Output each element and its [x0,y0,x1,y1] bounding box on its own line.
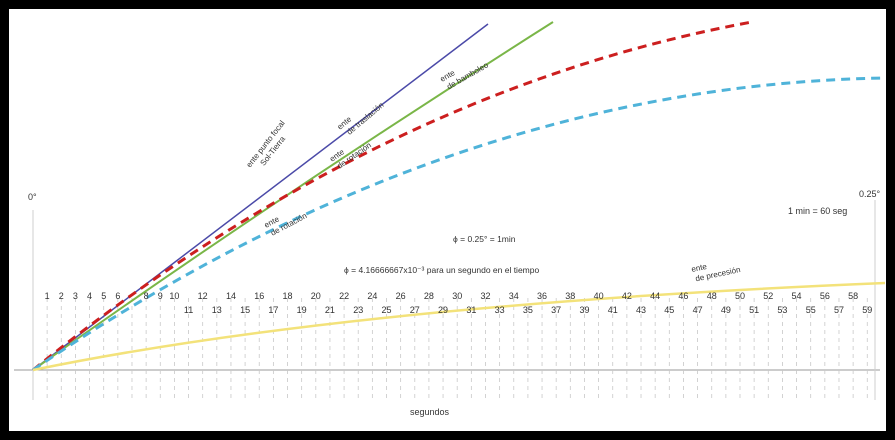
tick-label-39: 39 [579,305,589,315]
tick-label-52: 52 [763,291,773,301]
conversion-label: 1 min = 60 seg [788,206,847,216]
tick-label-53: 53 [777,305,787,315]
tick-label-43: 43 [636,305,646,315]
curve-ente-rotacion-blue [32,76,886,372]
angle-label-left: 0° [28,192,37,202]
tick-label-32: 32 [480,291,490,301]
tick-label-56: 56 [820,291,830,301]
phi-minute-formula: ϕ = 0.25° = 1min [453,234,516,244]
tick-label-35: 35 [523,305,533,315]
tick-labels-bottom: 11 13 15 17 19 21 23 25 27 29 31 33 35 37 39 41 43 45 47 49… [184,305,872,315]
tick-label-23: 23 [353,305,363,315]
tick-label-28: 28 [424,291,434,301]
tick-label-1: 1 [45,291,50,301]
tick-label-26: 26 [396,291,406,301]
tick-label-47: 47 [693,305,703,315]
label-ente-bamboleo: ente de bamboleo [439,60,491,91]
tick-label-51: 51 [749,305,759,315]
tick-label-20: 20 [311,291,321,301]
second-gridlines [46,298,868,400]
svg-text:ente: ente [691,262,709,274]
tick-label-58: 58 [848,291,858,301]
tick-label-37: 37 [551,305,561,315]
tick-label-8: 8 [144,291,149,301]
curve-ente-punto-focal [32,23,489,371]
tick-label-24: 24 [367,291,377,301]
phi-second-formula: ϕ = 4.16666667x10⁻³ para un segundo en e… [344,265,539,275]
tick-label-33: 33 [495,305,505,315]
label-ente-traslacion: ente de traslación [336,101,386,137]
tick-label-5: 5 [101,291,106,301]
tick-label-59: 59 [862,305,872,315]
tick-label-30: 30 [452,291,462,301]
tick-label-6: 6 [115,291,120,301]
tick-label-2: 2 [59,291,64,301]
tick-label-54: 54 [792,291,802,301]
tick-label-40: 40 [594,291,604,301]
tick-label-31: 31 [466,305,476,315]
tick-label-36: 36 [537,291,547,301]
svg-text:de traslación: de traslación [345,101,386,137]
tick-label-13: 13 [212,305,222,315]
tick-label-12: 12 [198,291,208,301]
tick-label-50: 50 [735,291,745,301]
tick-label-11: 11 [184,305,193,315]
tick-label-42: 42 [622,291,632,301]
tick-label-16: 16 [254,291,264,301]
tick-label-38: 38 [565,291,575,301]
tick-label-34: 34 [509,291,519,301]
tick-label-55: 55 [806,305,816,315]
label-ente-rotacion-red: ente de rotación [328,141,373,171]
tick-label-3: 3 [73,291,78,301]
tick-label-41: 41 [608,305,618,315]
tick-labels-top: 1 2 3 4 5 6 8 9 10 12 14 16 18 20 22 24 26 28 30 32 34 36 38 40… [45,291,858,301]
axis-label-segundos: segundos [410,407,450,417]
tick-label-27: 27 [410,305,420,315]
tick-label-19: 19 [297,305,307,315]
tick-label-14: 14 [226,291,236,301]
tick-label-49: 49 [721,305,731,315]
tick-label-17: 17 [268,305,278,315]
tick-label-4: 4 [87,291,92,301]
curve-ente-rotacion-red [32,20,753,372]
label-ente-punto-focal: ente punto focal Sol-Tierra [244,119,287,170]
tick-label-22: 22 [339,291,349,301]
tick-label-25: 25 [381,305,391,315]
tick-label-15: 15 [240,305,250,315]
tick-label-9: 9 [158,291,163,301]
tick-label-46: 46 [678,291,688,301]
tick-label-44: 44 [650,291,660,301]
tick-label-29: 29 [438,305,448,315]
curve-ente-precesion [32,281,886,372]
tick-label-48: 48 [707,291,717,301]
tick-label-45: 45 [664,305,674,315]
tick-label-57: 57 [834,305,844,315]
label-ente-precesion: ente de precesión [691,262,742,284]
tick-label-18: 18 [283,291,293,301]
tick-label-10: 10 [169,291,179,301]
tick-label-21: 21 [325,305,335,315]
angle-label-right: 0.25° [859,189,881,199]
